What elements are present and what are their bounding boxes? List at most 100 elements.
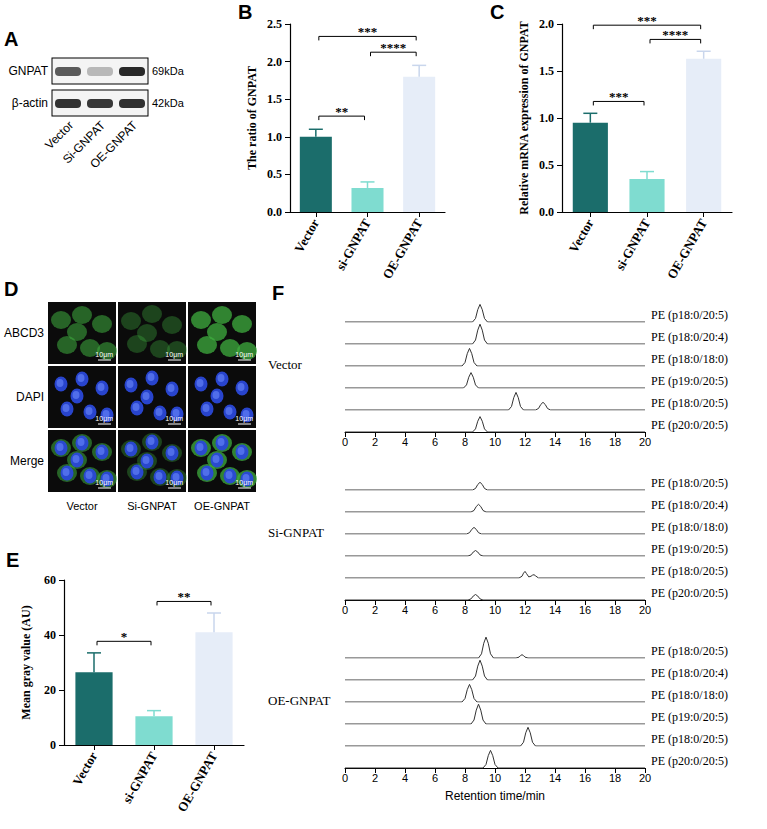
svg-text:10μm: 10μm (95, 415, 113, 423)
svg-text:10: 10 (489, 604, 501, 616)
svg-text:10μm: 10μm (165, 479, 183, 487)
svg-text:Vector: Vector (66, 500, 98, 512)
svg-text:1.5: 1.5 (539, 64, 554, 78)
svg-text:PE (p18:0/20:5): PE (p18:0/20:5) (651, 308, 728, 322)
svg-text:0: 0 (342, 604, 348, 616)
svg-text:8: 8 (462, 604, 468, 616)
svg-text:*: * (121, 629, 128, 644)
svg-text:si-GNPAT: si-GNPAT (333, 216, 374, 273)
svg-text:10: 10 (489, 436, 501, 448)
svg-text:***: *** (637, 13, 657, 28)
svg-text:42kDa: 42kDa (152, 97, 185, 109)
svg-text:0: 0 (342, 772, 348, 784)
svg-text:12: 12 (519, 772, 531, 784)
svg-text:2.5: 2.5 (267, 17, 282, 31)
svg-text:**: ** (335, 104, 348, 119)
svg-text:PE (p18:0/20:4): PE (p18:0/20:4) (651, 330, 728, 344)
svg-text:20: 20 (639, 436, 651, 448)
svg-text:Vector: Vector (69, 749, 100, 788)
svg-text:PE (p18:0/18:0): PE (p18:0/18:0) (651, 352, 728, 366)
svg-text:4: 4 (402, 436, 408, 448)
svg-text:PE (p18:0/18:0): PE (p18:0/18:0) (651, 520, 728, 534)
svg-text:PE (p18:0/20:4): PE (p18:0/20:4) (651, 666, 728, 680)
svg-text:6: 6 (432, 604, 438, 616)
svg-text:8: 8 (462, 436, 468, 448)
svg-text:PE (p19:0/20:5): PE (p19:0/20:5) (651, 542, 728, 556)
svg-text:C: C (490, 1, 504, 23)
svg-text:****: **** (380, 40, 406, 55)
svg-text:40: 40 (44, 628, 56, 642)
svg-text:60: 60 (44, 573, 56, 587)
svg-text:PE (p19:0/20:5): PE (p19:0/20:5) (651, 374, 728, 388)
svg-text:10μm: 10μm (95, 479, 113, 487)
svg-text:Merge: Merge (10, 454, 44, 468)
svg-text:A: A (4, 28, 18, 50)
svg-text:PE (p18:0/20:5): PE (p18:0/20:5) (651, 644, 728, 658)
svg-text:***: *** (609, 89, 629, 104)
svg-text:OE-GNPAT: OE-GNPAT (194, 500, 250, 512)
svg-text:16: 16 (579, 772, 591, 784)
svg-text:12: 12 (519, 604, 531, 616)
svg-text:2: 2 (372, 436, 378, 448)
svg-text:D: D (4, 278, 18, 300)
svg-text:PE (p20:0/20:5): PE (p20:0/20:5) (651, 586, 728, 600)
svg-text:F: F (272, 282, 284, 304)
svg-text:16: 16 (579, 436, 591, 448)
svg-text:OE-GNPAT: OE-GNPAT (379, 216, 425, 281)
svg-text:0.0: 0.0 (539, 205, 554, 219)
svg-text:10: 10 (489, 772, 501, 784)
svg-text:2.0: 2.0 (539, 17, 554, 31)
svg-text:6: 6 (432, 436, 438, 448)
svg-text:β-actin: β-actin (12, 96, 48, 110)
svg-text:PE (p18:0/20:5): PE (p18:0/20:5) (651, 564, 728, 578)
svg-text:PE (p18:0/20:5): PE (p18:0/20:5) (651, 476, 728, 490)
svg-text:Vector: Vector (42, 118, 76, 152)
svg-text:2: 2 (372, 772, 378, 784)
svg-text:0.5: 0.5 (267, 167, 282, 181)
svg-text:The ratio of GNPAT: The ratio of GNPAT (245, 66, 259, 170)
svg-text:18: 18 (609, 604, 621, 616)
svg-text:PE (p18:0/20:4): PE (p18:0/20:4) (651, 498, 728, 512)
svg-text:0: 0 (342, 436, 348, 448)
svg-text:PE (p20:0/20:5): PE (p20:0/20:5) (651, 418, 728, 432)
svg-text:0.5: 0.5 (539, 158, 554, 172)
svg-text:69kDa: 69kDa (152, 65, 185, 77)
svg-text:DAPI: DAPI (16, 390, 44, 404)
svg-text:Si-GNPAT: Si-GNPAT (268, 525, 324, 540)
svg-text:10μm: 10μm (95, 351, 113, 359)
svg-text:20: 20 (639, 604, 651, 616)
svg-text:Vector: Vector (268, 357, 303, 372)
svg-text:PE (p18:0/18:0): PE (p18:0/18:0) (651, 688, 728, 702)
svg-text:Retention time/min: Retention time/min (445, 789, 545, 803)
svg-text:GNPAT: GNPAT (8, 64, 48, 78)
svg-text:Si-GNPAT: Si-GNPAT (60, 118, 109, 167)
svg-text:Vector: Vector (566, 216, 597, 255)
svg-text:14: 14 (549, 436, 561, 448)
svg-text:18: 18 (609, 436, 621, 448)
svg-text:Vector: Vector (291, 216, 322, 255)
svg-text:10μm: 10μm (235, 479, 253, 487)
svg-text:4: 4 (402, 772, 408, 784)
svg-text:OE-GNPAT: OE-GNPAT (174, 749, 220, 814)
svg-text:10μm: 10μm (235, 415, 253, 423)
svg-text:1.0: 1.0 (267, 130, 282, 144)
svg-text:E: E (6, 549, 19, 571)
svg-text:2.0: 2.0 (267, 55, 282, 69)
svg-text:Mean gray value (AU): Mean gray value (AU) (19, 605, 33, 719)
svg-text:0.0: 0.0 (267, 205, 282, 219)
svg-text:2: 2 (372, 604, 378, 616)
svg-text:16: 16 (579, 604, 591, 616)
svg-text:14: 14 (549, 604, 561, 616)
svg-text:0: 0 (50, 738, 56, 752)
svg-text:si-GNPAT: si-GNPAT (119, 749, 160, 806)
svg-text:B: B (238, 1, 252, 23)
svg-text:14: 14 (549, 772, 561, 784)
svg-text:OE-GNPAT: OE-GNPAT (268, 693, 330, 708)
svg-text:****: **** (662, 27, 688, 42)
svg-text:OE-GNPAT: OE-GNPAT (664, 216, 710, 281)
svg-text:12: 12 (519, 436, 531, 448)
svg-text:18: 18 (609, 772, 621, 784)
svg-text:1.0: 1.0 (539, 111, 554, 125)
svg-text:10μm: 10μm (235, 351, 253, 359)
svg-text:20: 20 (44, 683, 56, 697)
